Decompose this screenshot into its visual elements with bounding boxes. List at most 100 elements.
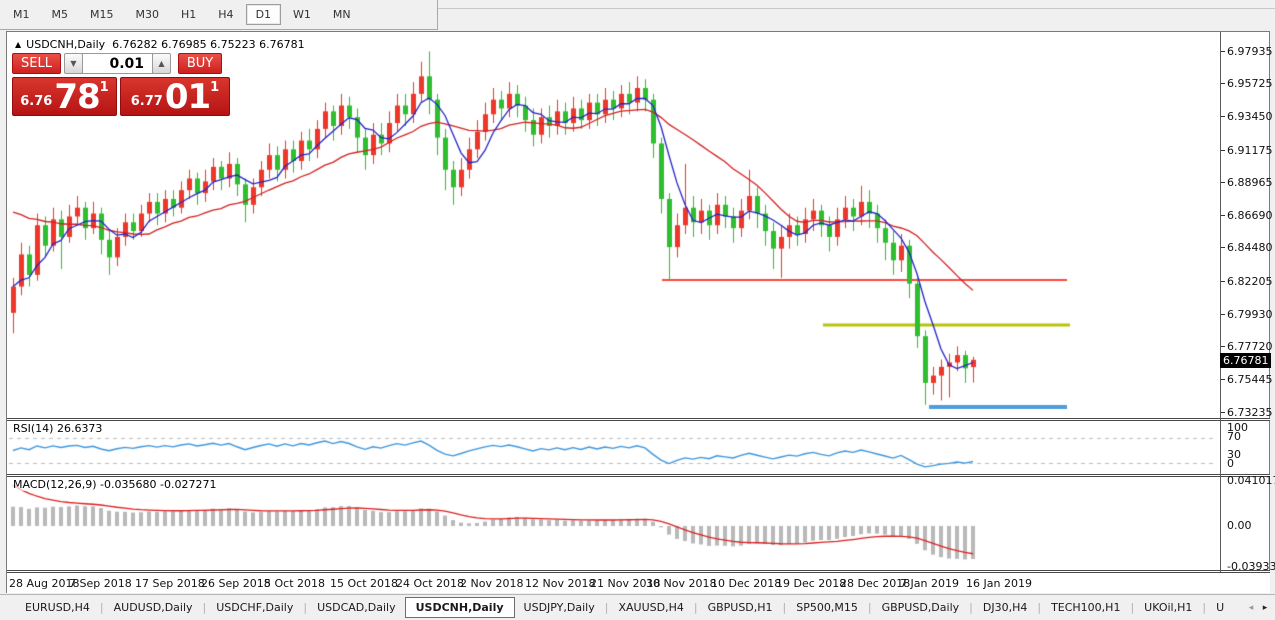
price-axis-label: 6.77720: [1221, 340, 1273, 354]
date-axis-label: 10 Dec 2018: [711, 577, 782, 590]
price-axis-label: 6.82205: [1221, 274, 1273, 288]
date-axis-label: 2 Nov 2018: [460, 577, 524, 590]
chart-tab-eurusd-h4[interactable]: EURUSD,H4: [25, 601, 90, 614]
indicator-axis-label: 0.00: [1227, 519, 1252, 532]
pane-divider[interactable]: [7, 474, 1270, 477]
date-axis-label: 19 Dec 2018: [776, 577, 847, 590]
chart-window: ▲ USDCNH,Daily 6.76282 6.76985 6.75223 6.…: [6, 31, 1275, 593]
date-axis-label: 5 Oct 2018: [264, 577, 326, 590]
timeframe-button-m30[interactable]: M30: [135, 8, 160, 21]
rsi-indicator-canvas[interactable]: [9, 421, 1219, 473]
price-axis-label: 6.95725: [1221, 77, 1273, 91]
chart-tab-u[interactable]: U: [1216, 601, 1225, 614]
lot-size-input[interactable]: [82, 53, 153, 74]
tab-separator: |: [99, 601, 104, 614]
price-axis-label: 6.91175: [1221, 143, 1273, 157]
date-axis-label: 28 Dec 2018: [840, 577, 911, 590]
sell-price-display[interactable]: 6.76 78 1: [12, 77, 117, 116]
buy-price-pip: 1: [210, 80, 220, 95]
chart-tab-usdcad-daily[interactable]: USDCAD,Daily: [317, 601, 396, 614]
timeframe-button-w1[interactable]: W1: [293, 8, 311, 21]
price-axis-label: 6.73235: [1221, 405, 1273, 419]
chart-tab-dj30-h4[interactable]: DJ30,H4: [982, 601, 1028, 614]
tab-separator: |: [782, 601, 787, 614]
timeframe-button-h4[interactable]: H4: [218, 8, 234, 21]
macd-legend: MACD(12,26,9) -0.035680 -0.027271: [13, 478, 217, 491]
indicator-axis-label: 0.041017: [1227, 474, 1275, 487]
date-axis-label: 24 Oct 2018: [396, 577, 465, 590]
price-axis-label: 6.97935: [1221, 45, 1273, 58]
buy-button[interactable]: BUY: [178, 53, 222, 74]
date-axis-label: 28 Aug 2018: [9, 577, 80, 590]
chart-tab-xauusd-h4[interactable]: XAUUSD,H4: [618, 601, 684, 614]
indicator-axis-label: 70: [1227, 430, 1241, 443]
chart-tab-gbpusd-h1[interactable]: GBPUSD,H1: [707, 601, 773, 614]
timeframe-button-m1[interactable]: M1: [13, 8, 30, 21]
price-axis-label: 6.84480: [1221, 241, 1273, 255]
price-axis-label: 6.93450: [1221, 110, 1273, 124]
price-axis-label: 6.86690: [1221, 209, 1273, 223]
date-axis-label: 15 Oct 2018: [330, 577, 399, 590]
sell-button[interactable]: SELL: [12, 53, 61, 74]
price-axis-label: 6.88965: [1221, 175, 1273, 189]
chart-tab-usdcnh-daily[interactable]: USDCNH,Daily: [404, 597, 515, 618]
sell-price-main: 78: [54, 77, 100, 117]
date-axis-label: 16 Jan 2019: [966, 577, 1032, 590]
chart-tab-bar: EURUSD,H4 | AUDUSD,Daily | USDCHF,Daily | USDC…: [0, 594, 1275, 620]
buy-price-main: 01: [164, 77, 211, 117]
buy-price-prefix: 6.77: [130, 94, 163, 109]
chart-symbol-label: USDCNH,Daily: [26, 38, 106, 51]
chart-tab-usdjpy-daily[interactable]: USDJPY,Daily: [523, 601, 595, 614]
chart-tab-tech100-h1[interactable]: TECH100,H1: [1051, 601, 1121, 614]
tab-separator: |: [1037, 601, 1042, 614]
timeframe-button-m5[interactable]: M5: [51, 8, 69, 21]
chart-tab-sp500-m15[interactable]: SP500,M15: [796, 601, 858, 614]
tab-separator: |: [867, 601, 872, 614]
tabs-scroll-right-button[interactable]: ▸: [1262, 603, 1268, 613]
macd-indicator-canvas[interactable]: [9, 477, 1219, 569]
indicator-axis-label: 30: [1227, 448, 1241, 461]
tab-separator: |: [1130, 601, 1135, 614]
timeframe-button-d1[interactable]: D1: [245, 4, 282, 25]
chart-tab-usdchf-daily[interactable]: USDCHF,Daily: [216, 601, 294, 614]
chart-tab-ukoil-h1[interactable]: UKOil,H1: [1144, 601, 1193, 614]
chart-legend: ▲ USDCNH,Daily 6.76282 6.76985 6.75223 6.…: [15, 38, 305, 51]
date-axis: 28 Aug 2018 7 Sep 2018 17 Sep 2018 26 Sep 2…: [7, 573, 1270, 593]
tab-separator: |: [303, 601, 308, 614]
timeframe-button-m15[interactable]: M15: [90, 8, 114, 21]
pane-divider[interactable]: [7, 570, 1270, 573]
lot-decrease-button[interactable]: ▼: [64, 53, 83, 74]
timeframe-toolbar: M1 M5 M15 M30 H1 H4 D1 W1 MN: [0, 0, 438, 30]
chart-tab-gbpusd-daily[interactable]: GBPUSD,Daily: [881, 601, 960, 614]
collapse-arrow-icon[interactable]: ▲: [15, 40, 22, 49]
sell-price-pip: 1: [99, 80, 109, 95]
sell-price-prefix: 6.76: [20, 94, 53, 109]
chart-ohlc-values: 6.76282 6.76985 6.75223 6.76781: [112, 38, 305, 51]
indicator-axis-label: 100: [1227, 421, 1248, 434]
tab-separator: |: [202, 601, 207, 614]
date-axis-label: 7 Jan 2019: [900, 577, 959, 590]
buy-price-display[interactable]: 6.77 01 1: [120, 77, 230, 116]
tab-separator: |: [604, 601, 609, 614]
price-axis-label: 6.79930: [1221, 307, 1273, 321]
pane-divider[interactable]: [7, 418, 1270, 421]
date-axis-label: 7 Sep 2018: [69, 577, 132, 590]
date-axis-label: 17 Sep 2018: [135, 577, 205, 590]
tabs-scroll-left-button[interactable]: ◂: [1248, 603, 1254, 613]
price-axis-label: 6.75445: [1221, 373, 1273, 387]
date-axis-label: 26 Sep 2018: [201, 577, 271, 590]
indicator-axis-label: 0: [1227, 457, 1234, 470]
tab-separator: |: [969, 601, 973, 614]
rsi-legend: RSI(14) 26.6373: [13, 422, 103, 435]
toolbar-edge-line: [438, 8, 1275, 9]
date-axis-label: 30 Nov 2018: [646, 577, 717, 590]
chart-tab-audusd-daily[interactable]: AUDUSD,Daily: [113, 601, 193, 614]
tab-separator: |: [693, 601, 698, 614]
timeframe-button-h1[interactable]: H1: [181, 8, 197, 21]
tab-separator: |: [1202, 601, 1207, 614]
price-axis-separator: [1220, 32, 1221, 572]
lot-increase-button[interactable]: ▲: [152, 53, 171, 74]
date-axis-label: 12 Nov 2018: [525, 577, 596, 590]
timeframe-button-mn[interactable]: MN: [332, 8, 351, 21]
